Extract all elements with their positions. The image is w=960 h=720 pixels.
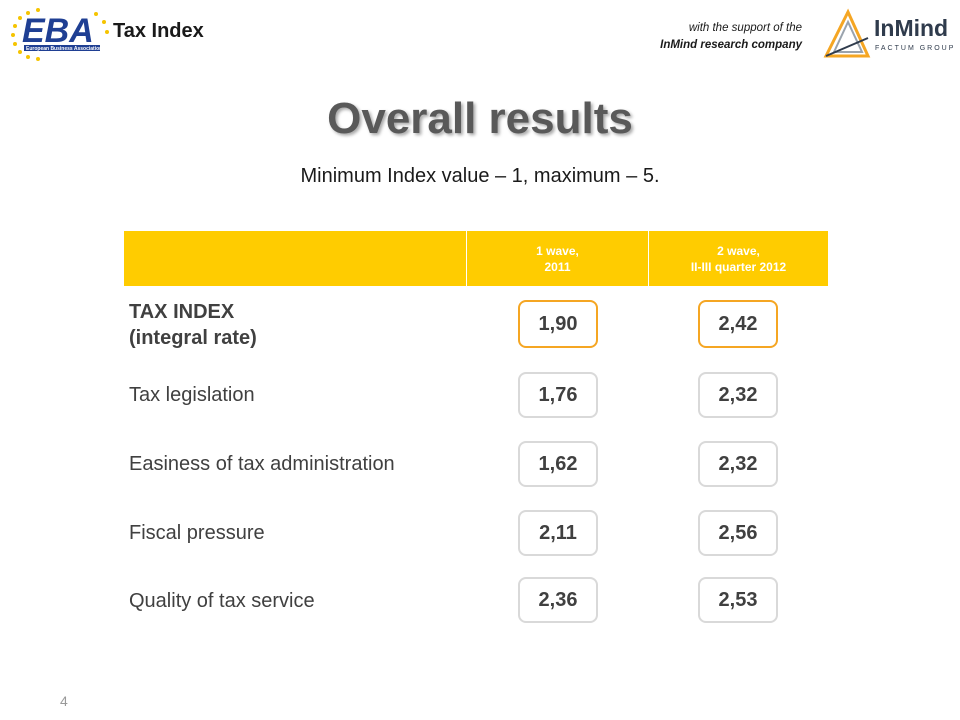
value-cell: 2,42: [698, 300, 778, 348]
column-header-line: 1 wave,: [536, 243, 579, 258]
value-cell: 2,56: [698, 510, 778, 556]
support-line-2: InMind research company: [660, 39, 802, 51]
document-label: Tax Index: [113, 20, 204, 42]
eba-logo: EBA European Business Association: [8, 4, 114, 62]
value-cell: 1,90: [518, 300, 598, 348]
inmind-logo-subtext: FACTUM GROUP: [875, 45, 955, 52]
support-line-1: with the support of the: [688, 22, 802, 34]
value-cell: 1,62: [518, 441, 598, 487]
inmind-logo: InMind FACTUM GROUP: [822, 8, 956, 58]
support-note: with the support of the InMind research …: [660, 20, 802, 54]
value-cell: 2,36: [518, 577, 598, 623]
row-label-fiscal-pressure: Fiscal pressure: [129, 522, 265, 544]
header-divider: [466, 231, 467, 286]
header-divider: [648, 231, 649, 286]
column-header-wave-2: 2 wave, II-III quarter 2012: [649, 231, 828, 286]
row-label-line: (integral rate): [129, 327, 257, 349]
value-cell: 2,32: [698, 441, 778, 487]
column-header-line: 2011: [544, 259, 571, 274]
page-subtitle: Minimum Index value – 1, maximum – 5.: [300, 165, 660, 187]
page-number: 4: [60, 693, 68, 709]
value-cell: 2,11: [518, 510, 598, 556]
value-cell: 1,76: [518, 372, 598, 418]
value-cell: 2,53: [698, 577, 778, 623]
eba-logo-text: EBA: [22, 12, 94, 50]
table-header: 1 wave, 2011 2 wave, II-III quarter 2012: [124, 231, 828, 286]
row-label-easiness-of-tax-administration: Easiness of tax administration: [129, 453, 395, 475]
eba-logo-subtext: European Business Association: [26, 46, 102, 52]
row-label-tax-legislation: Tax legislation: [129, 384, 255, 406]
page-title: Overall results: [327, 94, 633, 143]
row-label-line: TAX INDEX: [129, 301, 235, 323]
column-header-line: 2 wave,: [717, 243, 760, 258]
inmind-logo-text: InMind: [874, 15, 948, 41]
row-label-quality-of-tax-service: Quality of tax service: [129, 590, 315, 612]
row-label-tax-index: TAX INDEX (integral rate): [129, 299, 257, 351]
column-header-line: II-III quarter 2012: [690, 259, 787, 274]
column-header-wave-1: 1 wave, 2011: [467, 231, 648, 286]
value-cell: 2,32: [698, 372, 778, 418]
